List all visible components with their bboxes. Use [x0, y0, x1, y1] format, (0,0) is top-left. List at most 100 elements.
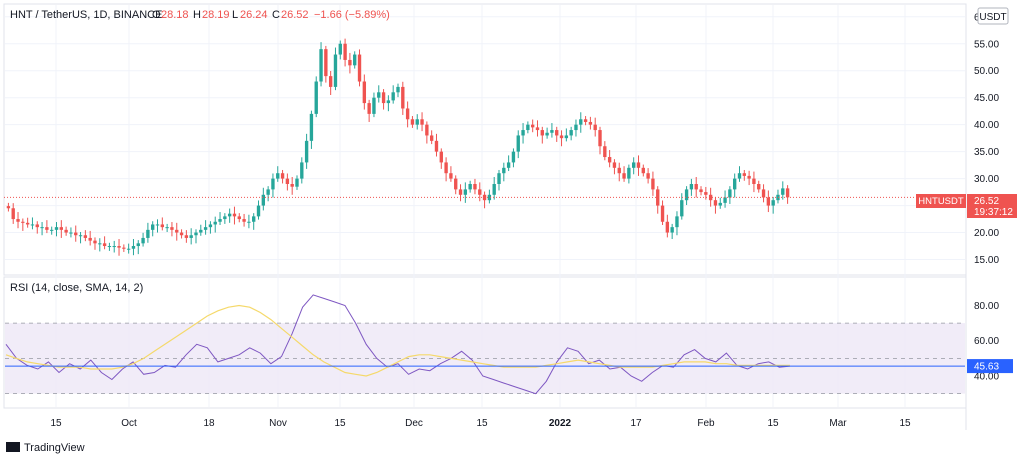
candle-body — [21, 221, 25, 223]
candle-body — [367, 103, 371, 114]
candle-body — [309, 113, 314, 141]
currency-button-label[interactable]: USDT — [979, 12, 1006, 23]
candle-body — [665, 221, 670, 233]
ohlc-high-label: H — [193, 9, 201, 21]
price-tick-label: 45.00 — [974, 93, 999, 104]
candle-body — [487, 194, 492, 201]
candle-body — [521, 130, 525, 136]
rsi-lines — [5, 294, 965, 395]
candle-body — [343, 43, 347, 60]
candle-body — [25, 222, 30, 225]
rsi-tick-label: 40.00 — [974, 372, 999, 383]
candle-body — [88, 237, 92, 241]
candle-body — [54, 227, 59, 230]
candle-body — [598, 130, 602, 147]
candle-body — [324, 49, 328, 77]
candle-body — [675, 216, 679, 228]
candle-body — [102, 243, 107, 247]
candle-body — [386, 100, 391, 104]
candle-body — [353, 54, 357, 66]
candle-body — [256, 205, 261, 217]
candle-body — [136, 243, 140, 247]
candle-body — [381, 92, 386, 104]
candle-body — [458, 189, 463, 195]
candle-body — [622, 173, 626, 179]
candle-body — [203, 227, 208, 230]
time-tick-label: Feb — [697, 418, 715, 429]
candle-body — [78, 235, 83, 237]
candle-body — [155, 224, 160, 226]
time-tick-label: 15 — [476, 418, 488, 429]
candle-body — [689, 184, 694, 190]
candle-body — [559, 135, 564, 139]
candle-body — [478, 189, 482, 195]
candle-body — [213, 221, 217, 225]
candle-body — [492, 184, 496, 195]
candle-body — [468, 184, 472, 190]
candle-body — [6, 206, 11, 209]
candle-body — [526, 124, 530, 131]
rsi-label: RSI (14, close, SMA, 14, 2) — [10, 282, 143, 294]
candle-body — [189, 235, 193, 238]
candle-body — [607, 157, 612, 163]
time-tick-label: Mar — [829, 418, 847, 429]
candle-body — [680, 200, 684, 217]
price-axis: 15.0020.0025.0030.0035.0040.0045.0050.00… — [974, 12, 999, 266]
candle-body — [656, 189, 660, 206]
candle-body — [266, 189, 270, 195]
candle-body — [545, 132, 549, 136]
ohlc-open-value: 28.18 — [161, 9, 189, 21]
ohlc-change: −1.66 (−5.89%) — [314, 9, 390, 21]
candle-body — [391, 92, 395, 101]
candle-body — [107, 246, 112, 248]
candle-body — [252, 216, 256, 222]
candle-body — [761, 189, 766, 198]
price-tick-label: 15.00 — [974, 255, 999, 266]
candle-body — [304, 140, 309, 163]
candle-body — [439, 151, 443, 163]
ohlc-low-value: 26.24 — [240, 9, 268, 21]
candle-body — [473, 184, 477, 190]
candle-body — [93, 240, 97, 244]
candle-body — [583, 119, 588, 122]
candle-body — [593, 124, 597, 131]
price-tick-label: 30.00 — [974, 174, 999, 185]
rsi-value-label: 45.63 — [974, 362, 999, 373]
candle-body — [314, 81, 318, 114]
candle-body — [146, 229, 150, 238]
candle-body — [684, 189, 689, 201]
time-axis: 15 Oct 18 Nov 15 Dec 15 2022 17 Feb 15 Mar 15 — [50, 418, 911, 429]
currency-button[interactable] — [977, 7, 1009, 25]
time-tick-label: 17 — [630, 418, 642, 429]
candle-body — [261, 194, 266, 206]
candle-body — [319, 49, 323, 82]
candle-body — [333, 54, 338, 87]
ohlc-low-label: L — [232, 9, 238, 21]
time-tick-label: 15 — [334, 418, 346, 429]
ohlc-close-label: C — [272, 9, 280, 21]
candle-body — [280, 173, 285, 179]
price-tick-label: 35.00 — [974, 147, 999, 158]
candle-body — [328, 76, 333, 87]
rsi-axis: 40.00 60.00 80.00 — [974, 301, 999, 383]
symbol-title: HNT / TetherUS, 1D, BINANCE — [10, 9, 162, 21]
candle-body — [59, 227, 63, 230]
candle-body — [131, 246, 136, 249]
candle-body — [405, 108, 410, 120]
candle-body — [141, 237, 145, 244]
candle-body — [747, 175, 751, 179]
last-price-tag — [967, 194, 1017, 218]
price-pane[interactable] — [3, 3, 967, 276]
candle-body — [151, 224, 155, 230]
time-tick-label: 2022 — [549, 418, 572, 429]
candle-body — [708, 194, 713, 201]
candle-body — [776, 194, 780, 201]
candle-body — [35, 224, 39, 228]
candle-body — [160, 224, 165, 228]
candle-body — [449, 173, 453, 179]
candle-body — [232, 213, 237, 217]
candle-body — [199, 229, 203, 233]
candle-body — [737, 173, 742, 179]
candle-body — [660, 205, 665, 222]
